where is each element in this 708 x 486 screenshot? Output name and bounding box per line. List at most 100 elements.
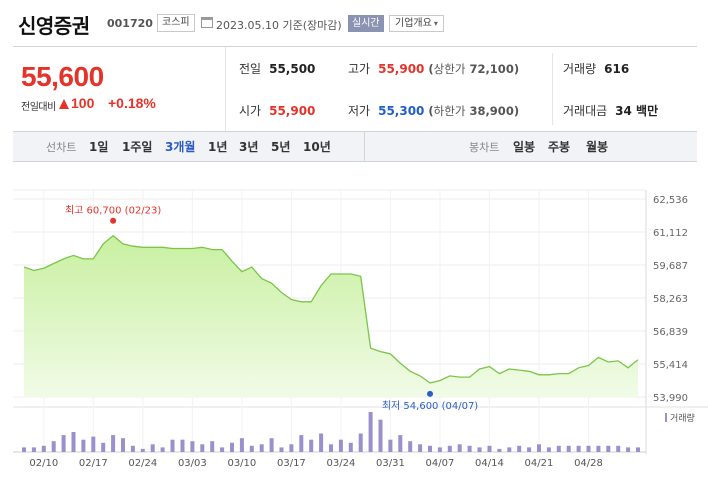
line-chart-periods: 선차트 1일 1주일 3개월 1년 3년 5년 10년 <box>13 132 365 161</box>
volume-bar <box>180 439 185 452</box>
volume-bar <box>517 445 522 452</box>
candle-tab[interactable]: 월봉 <box>586 140 609 154</box>
change-percent: +0.18% <box>108 95 156 111</box>
reference-date: 2023.05.10 기준(장마감) <box>216 19 342 32</box>
stat-value: 55,500 <box>269 62 316 76</box>
company-overview-dropdown[interactable]: 기업개요 ▾ <box>389 15 444 32</box>
volume-bar <box>556 445 561 452</box>
volume-bar <box>140 448 145 452</box>
volume-bar <box>210 441 215 452</box>
x-tick-label: 03/17 <box>277 458 306 469</box>
volume-bar <box>576 445 581 452</box>
volume-bar <box>121 438 125 452</box>
x-tick-label: 02/24 <box>128 458 157 469</box>
low-annotation: 최저 54,600 (04/07) <box>382 400 478 412</box>
period-tab[interactable]: 5년 <box>271 140 291 154</box>
volume-bar <box>457 444 462 452</box>
x-tick-label: 02/17 <box>79 458 108 469</box>
volume-bar <box>101 442 106 452</box>
volume-bar <box>626 447 631 452</box>
realtime-button[interactable]: 실시간 <box>348 15 384 32</box>
volume-bar <box>160 447 165 452</box>
stat-high: 고가 55,900 (상한가 72,100) <box>348 60 519 77</box>
volume-bar <box>636 447 640 452</box>
candle-tab[interactable]: 주봉 <box>548 140 571 154</box>
period-tab[interactable]: 3개월 <box>165 140 196 154</box>
stat-value: 34 백만 <box>615 104 659 118</box>
volume-bar <box>249 445 254 452</box>
change-amount: 100 <box>71 95 95 111</box>
y-tick-label: 56,839 <box>653 327 688 338</box>
price-chart-svg: 62,536 61,112 59,687 58,263 56,839 55,414 53,9… <box>13 189 708 469</box>
stat-turnover: 거래대금 34 백만 <box>563 102 658 119</box>
company-overview-label: 기업개요 <box>395 18 432 29</box>
price-chart: 62,536 61,112 59,687 58,263 56,839 55,414 53,9… <box>0 162 708 486</box>
volume-bar <box>299 435 304 452</box>
volume-bar <box>408 441 413 452</box>
divider <box>552 53 553 125</box>
period-tab[interactable]: 1주일 <box>122 140 153 154</box>
stat-value: 55,300 <box>378 104 425 118</box>
volume-bar <box>309 439 314 452</box>
volume-bar <box>279 447 284 452</box>
volume-bar <box>190 441 195 452</box>
y-tick-label: 55,414 <box>653 360 688 371</box>
x-tick-label: 04/28 <box>574 458 603 469</box>
volume-bar <box>596 445 601 452</box>
volume-bar <box>368 412 373 452</box>
chevron-down-icon: ▾ <box>433 19 438 28</box>
volume-bar <box>239 438 244 452</box>
upper-limit-value: 72,100 <box>469 62 514 76</box>
price-box: 55,600 전일대비 100 +0.18% <box>13 47 226 131</box>
volume-bar <box>586 445 591 452</box>
stat-open: 시가 55,900 <box>239 102 315 119</box>
volume-bar <box>338 439 343 452</box>
volume-bar <box>289 444 294 452</box>
volume-bar <box>71 432 76 452</box>
y-tick-label: 58,263 <box>653 294 688 305</box>
period-tab[interactable]: 3년 <box>239 140 259 154</box>
up-arrow-icon <box>59 99 69 109</box>
volume-bar <box>437 447 442 452</box>
candle-tab[interactable]: 일봉 <box>513 140 536 154</box>
chart-period-bar: 선차트 1일 1주일 3개월 1년 3년 5년 10년 봉차트 일봉 주봉 월봉 <box>13 132 697 162</box>
stat-value: 55,900 <box>378 62 425 76</box>
period-tab[interactable]: 10년 <box>303 140 331 154</box>
high-marker <box>110 217 117 224</box>
market-badge: 코스피 <box>157 14 195 32</box>
volume-bar <box>527 447 532 452</box>
volume-bar <box>41 445 46 452</box>
volume-bar <box>398 435 403 452</box>
volume-bar <box>150 444 155 452</box>
high-annotation: 최고 60,700 (02/23) <box>65 205 161 217</box>
upper-limit: (상한가 72,100) <box>428 62 520 76</box>
change-label: 전일대비 <box>21 102 56 113</box>
volume-bar <box>170 439 175 452</box>
price-line <box>23 234 639 384</box>
y-tick-label: 61,112 <box>653 228 688 239</box>
stock-header: 신영증권 001720 코스피 2023.05.10 기준(장마감) 실시간 기… <box>0 0 708 46</box>
volume-bar <box>348 442 353 452</box>
x-tick-label: 03/24 <box>326 458 355 469</box>
volume-bar <box>269 438 274 452</box>
volume-bar <box>91 436 96 452</box>
volume-legend-swatch <box>665 413 667 422</box>
period-tab[interactable]: 1년 <box>208 140 228 154</box>
x-tick-label: 04/07 <box>426 458 455 469</box>
volume-bar <box>358 433 363 452</box>
period-tab[interactable]: 1일 <box>89 140 109 154</box>
x-tick-label: 03/31 <box>376 458 405 469</box>
volume-bar <box>507 447 512 452</box>
x-tick-label: 04/21 <box>525 458 554 469</box>
volume-bar <box>111 435 116 452</box>
line-chart-label: 선차트 <box>46 141 77 154</box>
volume-bar <box>537 444 541 452</box>
volume-bar <box>606 445 611 452</box>
volume-bar <box>378 419 383 452</box>
x-tick-label: 02/10 <box>29 458 58 469</box>
stat-label: 시가 <box>239 104 262 118</box>
lower-limit-value: 38,900 <box>469 104 514 118</box>
stat-label: 저가 <box>348 104 371 118</box>
stat-label: 거래량 <box>563 62 597 76</box>
volume-bar <box>61 435 66 452</box>
